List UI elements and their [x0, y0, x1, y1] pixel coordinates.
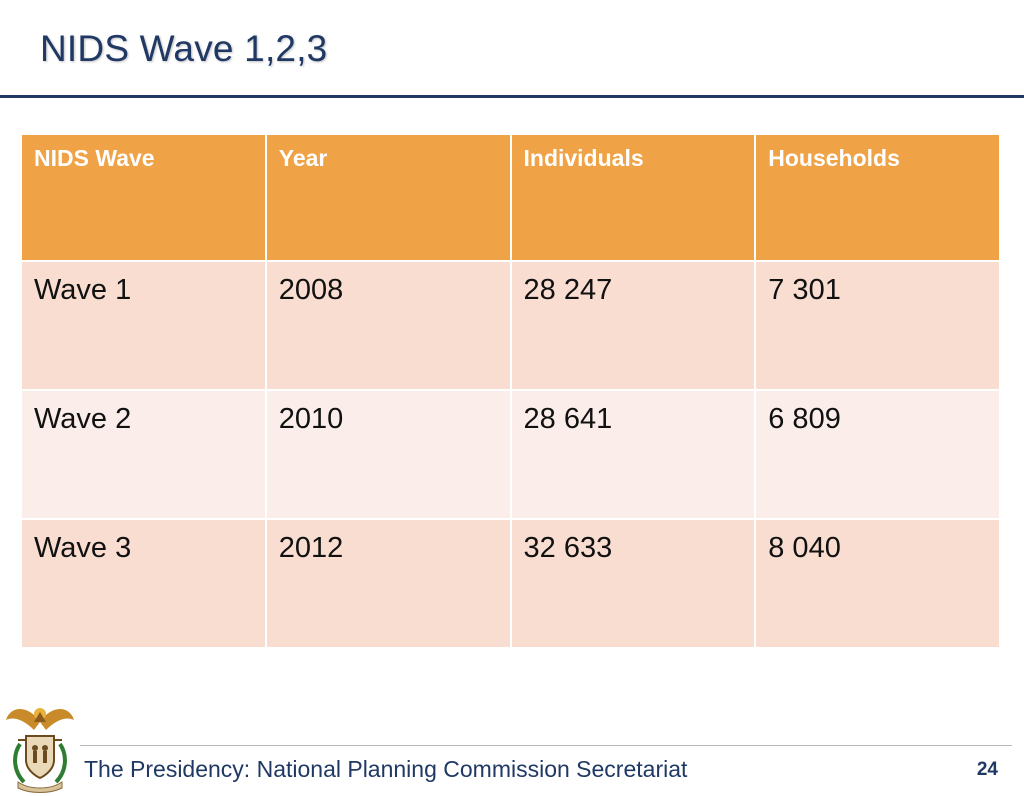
- cell-individuals: 28 247: [509, 260, 757, 391]
- header-individuals: Individuals: [509, 133, 757, 262]
- slide-title: NIDS Wave 1,2,3: [40, 28, 328, 69]
- nids-waves-table: NIDS Wave Year Individuals Households Wa…: [20, 133, 1001, 649]
- title-divider: [0, 95, 1024, 98]
- cell-individuals: 28 641: [509, 389, 757, 520]
- page-number: 24: [976, 759, 998, 780]
- header-nids-wave: NIDS Wave: [20, 133, 267, 262]
- cell-wave: Wave 1: [20, 260, 267, 391]
- coat-of-arms-icon: [6, 708, 74, 793]
- cell-year: 2012: [264, 518, 512, 649]
- header-households: Households: [754, 133, 1001, 262]
- cell-households: 7 301: [754, 260, 1001, 391]
- table-row: Wave 1 2008 28 247 7 301: [20, 260, 1001, 391]
- cell-households: 8 040: [754, 518, 1001, 649]
- footer-divider: [80, 745, 1012, 746]
- table-header-row: NIDS Wave Year Individuals Households: [20, 133, 1001, 262]
- cell-year: 2008: [264, 260, 512, 391]
- footer-organization: The Presidency: National Planning Commis…: [84, 756, 688, 782]
- cell-wave: Wave 3: [20, 518, 267, 649]
- cell-year: 2010: [264, 389, 512, 520]
- cell-individuals: 32 633: [509, 518, 757, 649]
- table-row: Wave 2 2010 28 641 6 809: [20, 389, 1001, 520]
- cell-wave: Wave 2: [20, 389, 267, 520]
- cell-households: 6 809: [754, 389, 1001, 520]
- table-row: Wave 3 2012 32 633 8 040: [20, 518, 1001, 649]
- header-year: Year: [264, 133, 512, 262]
